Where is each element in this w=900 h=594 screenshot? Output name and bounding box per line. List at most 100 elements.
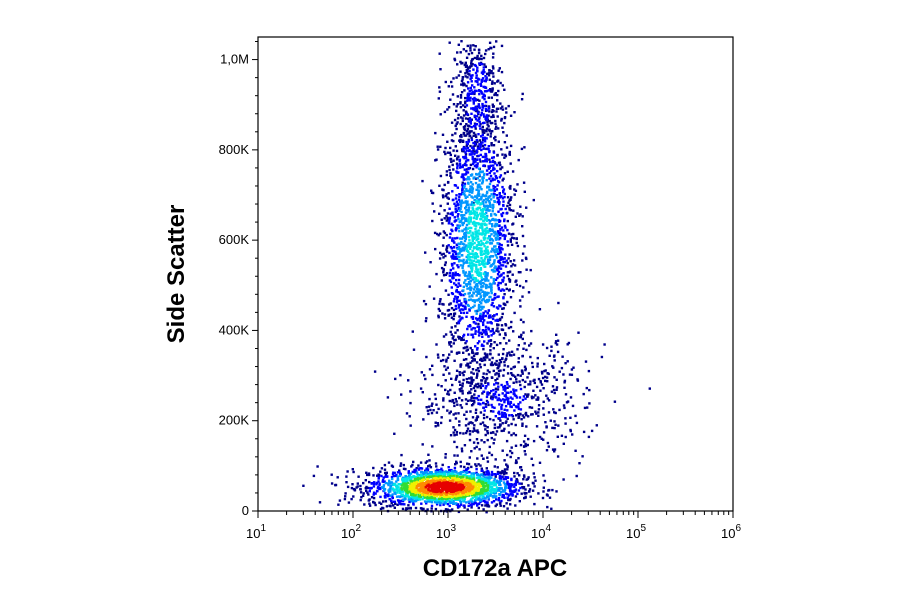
event-point <box>456 215 459 218</box>
event-point <box>477 198 480 201</box>
event-point <box>477 118 481 121</box>
event-point <box>330 482 334 485</box>
event-point <box>477 78 481 81</box>
event-point <box>496 219 499 222</box>
event-point <box>506 468 509 471</box>
event-point <box>465 140 468 144</box>
event-point <box>562 478 565 481</box>
event-point <box>479 473 483 476</box>
event-point <box>541 496 545 500</box>
event-point <box>451 501 454 504</box>
event-point <box>495 248 498 251</box>
event-point <box>501 197 505 200</box>
event-point <box>531 361 534 365</box>
event-point <box>493 234 496 237</box>
event-point <box>489 482 493 485</box>
event-point <box>476 259 480 262</box>
event-point <box>484 75 487 78</box>
event-point <box>514 495 518 498</box>
event-point <box>506 465 509 469</box>
event-point <box>477 49 481 52</box>
event-point <box>469 86 472 90</box>
event-point <box>468 69 471 73</box>
event-point <box>488 494 492 497</box>
event-point <box>514 394 518 398</box>
event-point <box>454 208 457 211</box>
event-point <box>359 498 362 502</box>
event-point <box>476 429 479 432</box>
event-point <box>472 378 475 382</box>
event-point <box>483 352 487 355</box>
event-point <box>467 250 470 254</box>
event-point <box>454 229 458 232</box>
event-point <box>502 415 506 418</box>
event-point <box>454 398 457 401</box>
event-point <box>474 257 478 260</box>
event-point <box>459 486 462 489</box>
event-point <box>508 385 511 388</box>
event-point <box>391 493 394 496</box>
event-point <box>483 265 486 268</box>
event-point <box>454 132 457 135</box>
event-point <box>529 380 532 383</box>
event-point <box>452 103 456 106</box>
event-point <box>456 95 459 98</box>
event-point <box>446 409 449 412</box>
event-point <box>474 64 478 68</box>
event-point <box>477 105 481 108</box>
event-point <box>507 498 510 502</box>
event-point <box>445 246 449 250</box>
event-point <box>485 78 488 81</box>
event-point <box>473 157 476 161</box>
event-point <box>428 397 431 401</box>
event-point <box>439 232 442 235</box>
event-point <box>453 391 456 394</box>
event-point <box>465 315 468 318</box>
event-point <box>469 410 472 413</box>
event-point <box>421 179 424 183</box>
event-point <box>452 253 455 256</box>
event-point <box>449 146 452 150</box>
event-point <box>458 229 461 233</box>
event-point <box>442 358 445 362</box>
event-point <box>514 488 518 491</box>
event-point <box>486 430 489 433</box>
event-point <box>453 454 456 457</box>
event-point <box>479 267 483 270</box>
event-point <box>403 483 406 486</box>
event-point <box>445 272 449 275</box>
event-point <box>475 74 478 77</box>
event-point <box>482 93 485 96</box>
event-point <box>441 133 445 136</box>
event-point <box>491 327 494 331</box>
event-point <box>491 121 494 125</box>
event-point <box>461 119 464 123</box>
event-point <box>441 312 444 315</box>
event-point <box>450 160 453 163</box>
event-point <box>447 293 450 296</box>
event-point <box>470 378 473 382</box>
event-point <box>475 252 479 256</box>
event-point <box>449 330 452 334</box>
event-point <box>407 504 410 507</box>
event-point <box>503 412 506 415</box>
event-point <box>434 472 438 475</box>
event-point <box>410 500 413 503</box>
event-point <box>464 431 468 435</box>
event-point <box>501 422 504 425</box>
event-point <box>468 134 472 137</box>
event-point <box>400 393 403 396</box>
event-point <box>382 500 385 503</box>
event-point <box>537 492 540 495</box>
event-point <box>527 476 530 479</box>
event-point <box>409 506 412 510</box>
event-point <box>472 357 475 360</box>
event-point <box>480 54 483 58</box>
event-point <box>389 494 392 497</box>
event-point <box>455 194 458 197</box>
event-point <box>471 274 474 277</box>
event-point <box>474 105 477 108</box>
event-point <box>347 501 351 504</box>
event-point <box>485 503 488 506</box>
event-point <box>379 486 382 490</box>
